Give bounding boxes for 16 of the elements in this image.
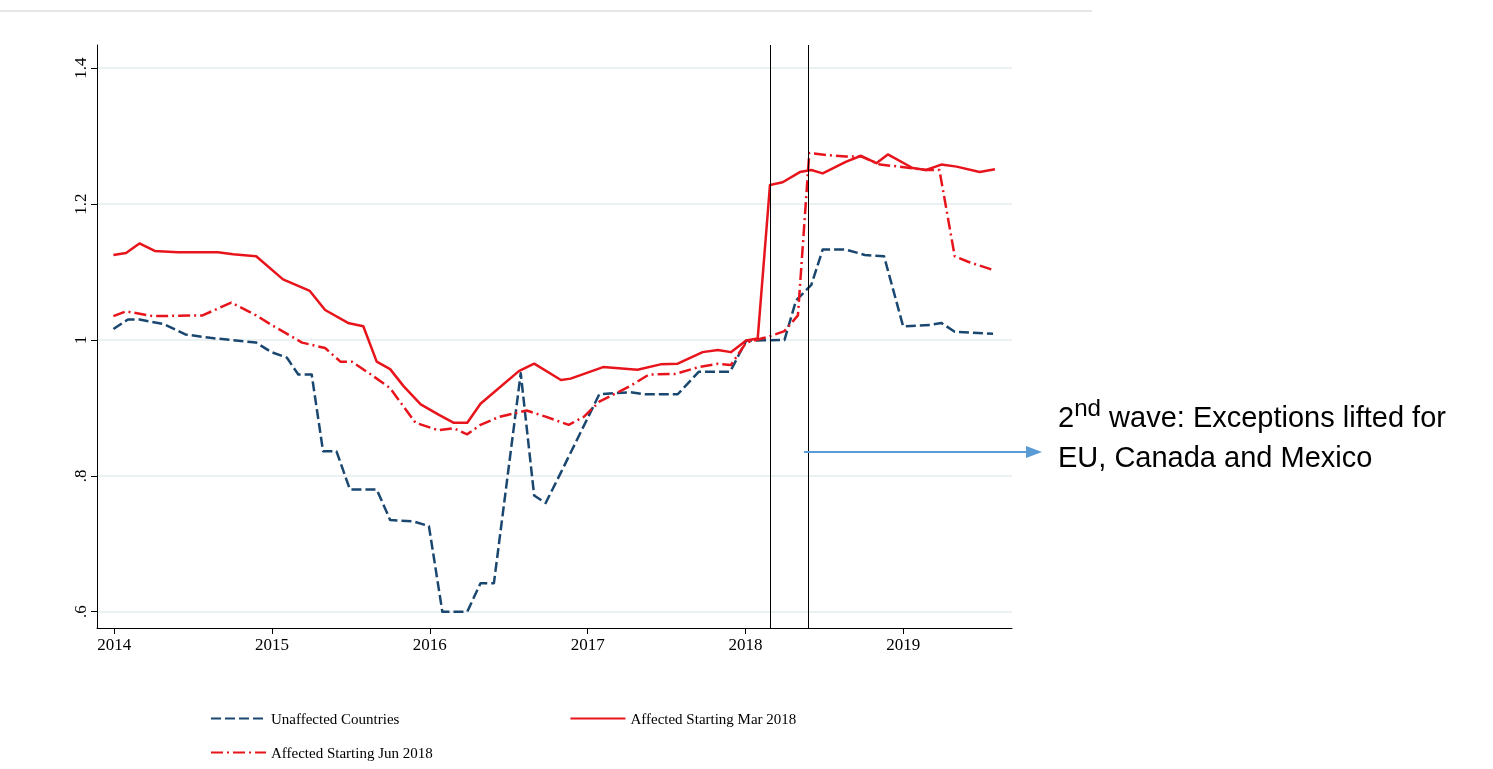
y-tick-label: .8 — [71, 469, 90, 483]
legend-label: Unaffected Countries — [271, 710, 400, 727]
x-tick-label: 2015 — [255, 635, 290, 654]
x-tick-label: 2019 — [886, 635, 921, 654]
line-series — [112, 248, 995, 613]
x-tick-label: 2016 — [412, 635, 447, 654]
x-tick-label: 2014 — [97, 635, 132, 654]
y-tick-label: .6 — [71, 605, 90, 619]
legend-label: Affected Starting Mar 2018 — [630, 710, 797, 727]
y-tick-label: 1.4 — [71, 56, 90, 79]
x-tick-label: 2018 — [728, 635, 763, 654]
y-tick-label: 1 — [71, 335, 90, 345]
y-tick-label: 1.2 — [71, 193, 90, 215]
x-tick-label: 2017 — [570, 635, 606, 654]
legend-label: Affected Starting Jun 2018 — [271, 744, 433, 761]
text: 2$^{nd}$ wave: Exceptions lifted for EU, Canada and Mexico — [1058, 393, 1447, 475]
